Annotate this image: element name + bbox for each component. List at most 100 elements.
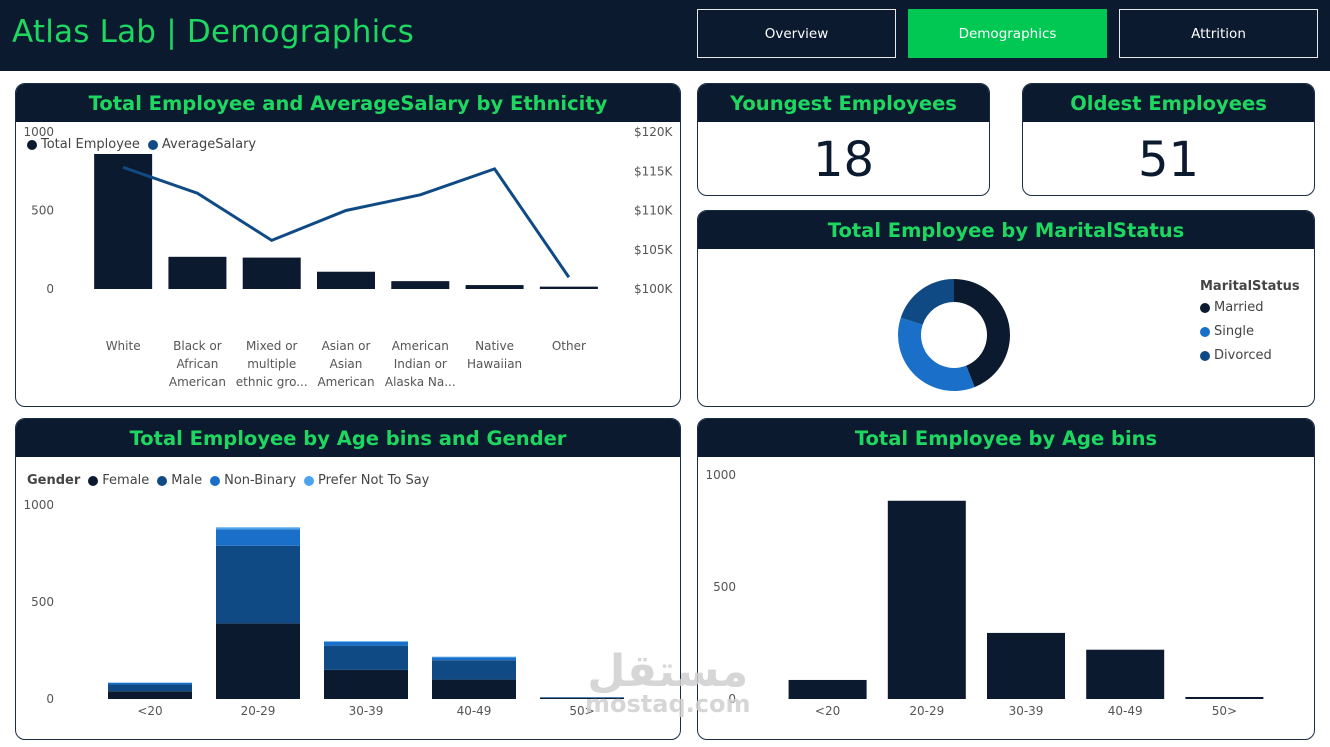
x-tick-label: 20-29 bbox=[909, 704, 944, 718]
ethnicity-card: Total Employee and AverageSalary by Ethn… bbox=[15, 83, 681, 407]
legend-item-non-binary[interactable]: Non-Binary bbox=[210, 473, 296, 488]
bar-segment-male bbox=[216, 545, 300, 624]
y-tick-label: 500 bbox=[713, 580, 736, 594]
y-tick-label: 0 bbox=[46, 692, 54, 706]
legend-dot bbox=[88, 475, 99, 486]
bar-segment-male bbox=[108, 684, 192, 692]
y2-tick-label: $105K bbox=[634, 243, 674, 257]
x-tick-label: White bbox=[106, 339, 141, 353]
bar-segment-female bbox=[108, 691, 192, 699]
marital-legend-title: MaritalStatus bbox=[1200, 279, 1300, 294]
gender-legend: Gender Female Male Non-Binary Prefer Not… bbox=[27, 473, 437, 488]
x-tick-label: <20 bbox=[137, 704, 162, 718]
x-tick-label: <20 bbox=[815, 704, 840, 718]
x-tick-label: African bbox=[177, 357, 219, 371]
bar-total-employee bbox=[465, 285, 524, 289]
youngest-card: Youngest Employees 18 bbox=[697, 83, 990, 196]
x-tick-label: American bbox=[317, 375, 374, 389]
legend-dot bbox=[1200, 302, 1210, 313]
bar-total-employee bbox=[168, 256, 227, 289]
bar-segment-male bbox=[540, 697, 624, 699]
legend-item-prefer-not-to-say[interactable]: Prefer Not To Say bbox=[304, 473, 429, 488]
bar-total-employee bbox=[788, 679, 867, 699]
legend-item-male[interactable]: Male bbox=[157, 473, 202, 488]
bar-total-employee bbox=[1185, 696, 1264, 699]
youngest-card-title: Youngest Employees bbox=[698, 84, 989, 122]
ethnicity-chart: 0 500 1000 $100K $105K $110K $115K $120K White Bl… bbox=[23, 125, 674, 389]
bar-segment-male bbox=[432, 660, 516, 680]
bar-total-employee bbox=[94, 153, 153, 289]
bar-total-employee bbox=[317, 271, 375, 289]
y2-tick-label: $120K bbox=[634, 125, 674, 139]
age-gender-card: Total Employee by Age bins and Gender Ge… bbox=[15, 418, 681, 740]
legend-dot bbox=[27, 139, 37, 150]
y2-tick-label: $115K bbox=[634, 164, 674, 178]
bar-total-employee bbox=[391, 281, 450, 289]
oldest-card-title: Oldest Employees bbox=[1023, 84, 1314, 122]
legend-dot bbox=[210, 475, 221, 486]
header-bar: Atlas Lab | Demographics Overview Demogr… bbox=[0, 0, 1330, 71]
y-tick-label: 0 bbox=[728, 692, 736, 706]
y2-tick-label: $100K bbox=[634, 282, 674, 296]
legend-item-single[interactable]: Single bbox=[1200, 324, 1300, 339]
bar-segment-female bbox=[540, 698, 624, 699]
age-chart: 0 500 1000 <20 20-29 30-39 40-49 50> bbox=[705, 468, 1264, 718]
x-tick-label: Black or bbox=[173, 339, 222, 353]
bar-segment-prefer-not-to-say bbox=[432, 656, 516, 658]
legend-item-total-employee[interactable]: Total Employee bbox=[27, 137, 140, 152]
y-tick-label: 1000 bbox=[23, 125, 54, 139]
watermark: مستقل mostaq.com bbox=[585, 650, 751, 718]
bar-segment-non-binary bbox=[108, 682, 192, 685]
y-tick-label: 500 bbox=[31, 204, 54, 218]
bar-total-employee bbox=[539, 286, 598, 289]
tab-demographics[interactable]: Demographics bbox=[908, 9, 1107, 58]
bar-total-employee bbox=[987, 632, 1065, 699]
age-card-title: Total Employee by Age bins bbox=[698, 419, 1314, 457]
x-tick-label: Other bbox=[552, 339, 586, 353]
legend-dot bbox=[304, 475, 315, 486]
bar-segment-non-binary bbox=[216, 529, 300, 546]
marital-card-title: Total Employee by MaritalStatus bbox=[698, 211, 1314, 249]
bar-total-employee bbox=[242, 257, 301, 289]
ethnicity-card-title: Total Employee and AverageSalary by Ethn… bbox=[16, 84, 680, 122]
x-tick-label: Mixed or bbox=[246, 339, 298, 353]
x-tick-label: multiple bbox=[247, 357, 296, 371]
bar-segment-female bbox=[432, 679, 516, 699]
age-card: Total Employee by Age bins 0 500 1000 <20 20… bbox=[697, 418, 1315, 740]
marital-card: Total Employee by MaritalStatus MaritalS… bbox=[697, 210, 1315, 407]
watermark-latin: mostaq.com bbox=[585, 690, 751, 718]
ethnicity-legend: Total Employee AverageSalary bbox=[27, 137, 264, 152]
donut-slice-single bbox=[898, 317, 975, 391]
legend-item-married[interactable]: Married bbox=[1200, 300, 1300, 315]
marital-legend: MaritalStatus Married Single Divorced bbox=[1200, 279, 1300, 363]
bar-segment-non-binary bbox=[432, 657, 516, 661]
tab-attrition[interactable]: Attrition bbox=[1119, 9, 1318, 58]
x-tick-label: Hawaiian bbox=[467, 357, 522, 371]
x-tick-label: American bbox=[169, 375, 226, 389]
legend-item-average-salary[interactable]: AverageSalary bbox=[147, 137, 256, 152]
x-tick-label: Indian or bbox=[394, 357, 447, 371]
bar-segment-male bbox=[324, 645, 408, 670]
y-tick-label: 1000 bbox=[705, 468, 736, 482]
x-tick-label: 30-39 bbox=[349, 704, 384, 718]
x-tick-label: Alaska Na... bbox=[385, 375, 456, 389]
y-tick-label: 500 bbox=[31, 595, 54, 609]
x-tick-label: 30-39 bbox=[1009, 704, 1044, 718]
bar-segment-prefer-not-to-say bbox=[216, 527, 300, 530]
x-tick-label: ethnic gro... bbox=[236, 375, 308, 389]
x-tick-label: 40-49 bbox=[457, 704, 492, 718]
bar-segment-female bbox=[216, 623, 300, 699]
gender-legend-title: Gender bbox=[27, 473, 81, 488]
tab-overview[interactable]: Overview bbox=[697, 9, 896, 58]
bar-segment-non-binary bbox=[324, 641, 408, 646]
x-tick-label: 50> bbox=[1212, 704, 1237, 718]
y-tick-label: 1000 bbox=[23, 498, 54, 512]
donut-slice-married bbox=[954, 279, 1010, 388]
y2-tick-label: $110K bbox=[634, 204, 674, 218]
x-tick-label: Asian or bbox=[322, 339, 371, 353]
y-tick-label: 0 bbox=[46, 282, 54, 296]
bar-total-employee bbox=[887, 500, 966, 699]
legend-item-female[interactable]: Female bbox=[88, 473, 149, 488]
x-tick-label: 20-29 bbox=[241, 704, 276, 718]
legend-item-divorced[interactable]: Divorced bbox=[1200, 348, 1300, 363]
